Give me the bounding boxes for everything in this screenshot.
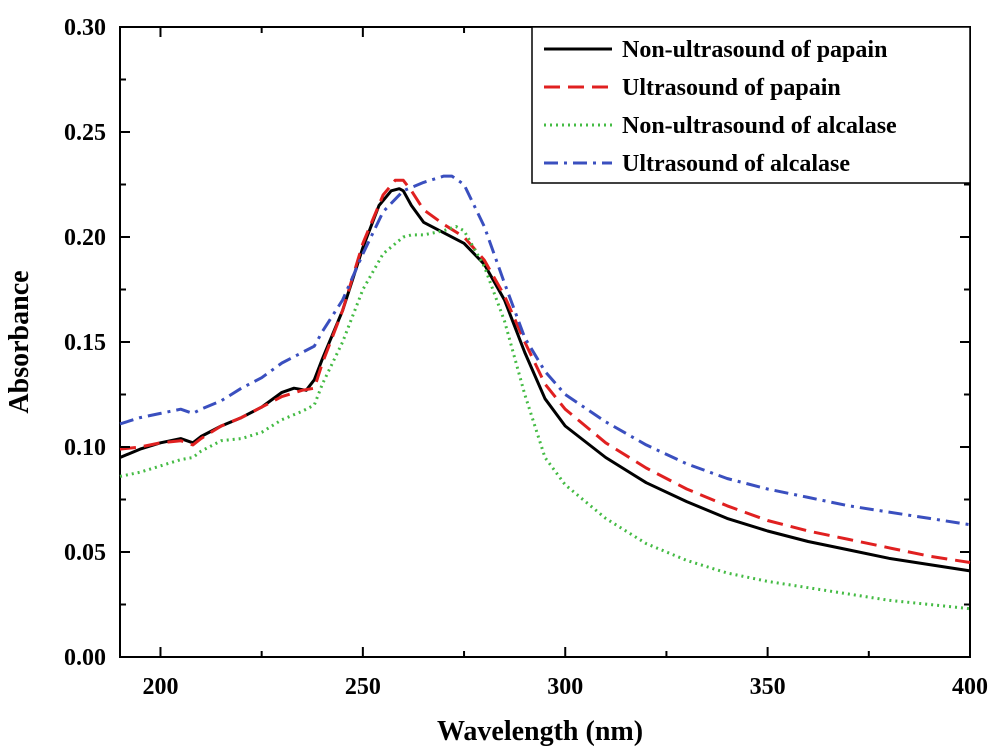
y-axis-title: Absorbance xyxy=(4,270,35,413)
y-tick-label: 0.30 xyxy=(64,15,106,41)
y-tick-label: 0.00 xyxy=(64,645,106,671)
x-tick-label: 250 xyxy=(345,674,381,700)
series-lines xyxy=(119,174,971,611)
y-tick-label: 0.15 xyxy=(64,330,106,356)
legend-label-2: Ultrasound of papain xyxy=(622,75,841,101)
legend-label-3: Non-ultrasound of alcalase xyxy=(622,113,897,139)
y-tick-label: 0.10 xyxy=(64,435,106,461)
legend: Non-ultrasound of papain Ultrasound of pa… xyxy=(531,26,971,184)
x-tick-label: 300 xyxy=(547,674,583,700)
series-line-4 xyxy=(119,174,971,527)
legend-label-1: Non-ultrasound of papain xyxy=(622,37,887,63)
y-tick-label: 0.05 xyxy=(64,540,106,566)
y-tick-label: 0.25 xyxy=(64,120,106,146)
series-line-1 xyxy=(119,187,971,573)
x-tick-label: 200 xyxy=(142,674,178,700)
legend-label-4: Ultrasound of alcalase xyxy=(622,151,850,177)
legend-box xyxy=(531,26,971,184)
series-line-2 xyxy=(119,178,971,564)
x-axis-title: Wavelength (nm) xyxy=(437,716,643,747)
x-tick-label: 400 xyxy=(952,674,988,700)
x-tick-label: 350 xyxy=(750,674,786,700)
series-line-3 xyxy=(119,225,971,611)
axes: 200 250 300 350 400 0.00 0.05 0.10 0.15 0.20 0.25 0… xyxy=(64,15,988,700)
y-tick-label: 0.20 xyxy=(64,225,106,251)
